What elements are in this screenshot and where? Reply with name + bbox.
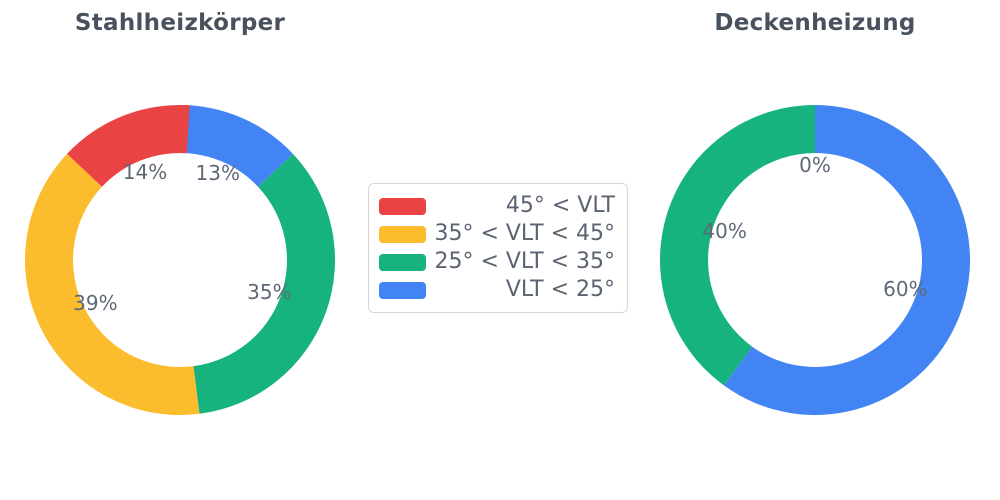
pie-slice[interactable] — [180, 105, 293, 187]
legend-item[interactable]: 35° < VLT < 45° — [379, 220, 615, 248]
legend-color-swatch — [379, 253, 426, 271]
legend-label: 25° < VLT < 35° — [434, 249, 615, 274]
legend-item[interactable]: VLT < 25° — [379, 276, 615, 304]
slice-percent-label: 14% — [122, 159, 168, 184]
pie-slice[interactable] — [67, 105, 190, 187]
slice-percent-label: 60% — [883, 277, 928, 302]
legend: 45° < VLT 35° < VLT < 45° 25° < VLT < 35° V… — [368, 183, 628, 313]
pie-slice[interactable] — [660, 105, 815, 386]
slice-percent-label: 13% — [195, 160, 240, 185]
left-chart-title: Stahlheizkörper — [74, 10, 286, 36]
legend-color-swatch — [379, 197, 426, 215]
slice-percent-label: 0% — [799, 153, 831, 177]
legend-label: VLT < 25° — [505, 277, 615, 302]
legend-label: 35° < VLT < 45° — [434, 221, 615, 246]
donut-chart-deckenheizung: 60% 40% 0% — [660, 105, 970, 415]
pie-slice[interactable] — [25, 153, 200, 415]
legend-color-swatch — [379, 281, 426, 299]
pie-slice[interactable] — [723, 105, 970, 415]
right-chart-title: Deckenheizung — [714, 10, 916, 36]
slice-percent-label: 39% — [73, 291, 118, 316]
legend-color-swatch — [379, 225, 426, 243]
legend-item[interactable]: 45° < VLT — [379, 192, 615, 220]
slice-percent-label: 40% — [702, 218, 747, 243]
donut-chart-stahlheizkoerper: 13% 35% 39% 14% — [25, 105, 335, 415]
donut-svg-right — [660, 105, 970, 415]
legend-label: 45° < VLT — [505, 193, 615, 218]
slice-percent-label: 35% — [247, 280, 292, 305]
donut-svg-left — [25, 105, 335, 415]
legend-item[interactable]: 25° < VLT < 35° — [379, 248, 615, 276]
pie-slice[interactable] — [193, 153, 335, 414]
